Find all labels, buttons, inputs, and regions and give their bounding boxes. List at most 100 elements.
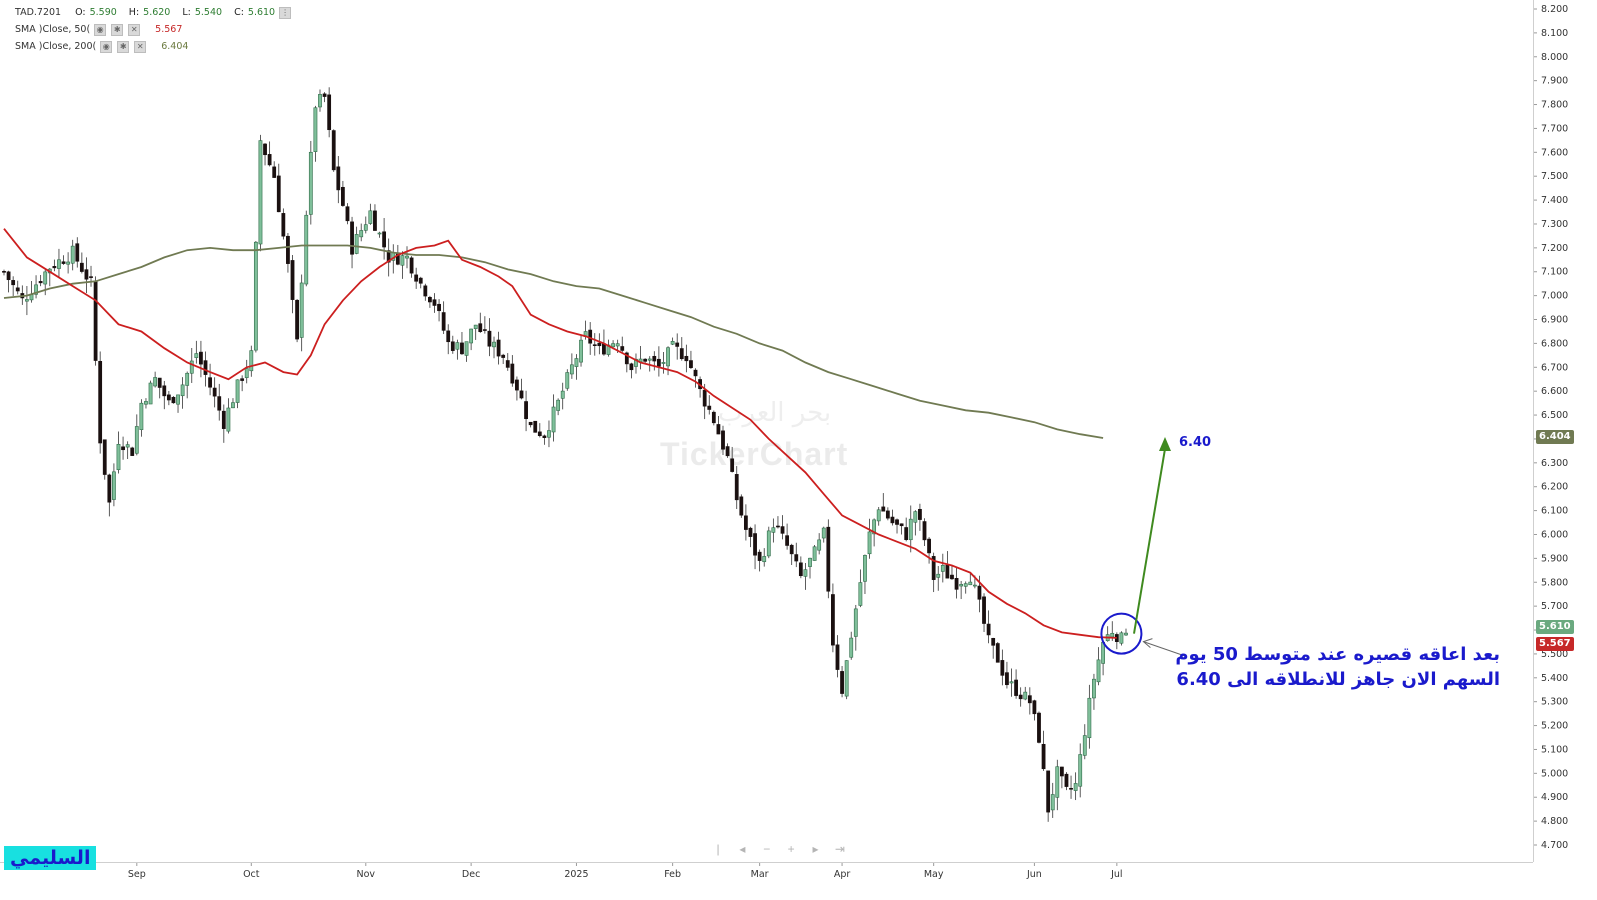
price-tick-label: 7.200 [1541,243,1568,254]
candle [1037,712,1041,743]
candle [199,351,203,365]
candle [318,94,322,108]
candle [327,94,332,131]
candle [615,343,620,347]
candle [1018,694,1023,700]
candle [501,354,506,358]
candle [748,527,753,537]
candle [75,243,80,262]
candle [373,210,377,231]
candle [1009,681,1014,684]
candle [313,107,318,152]
close-icon[interactable]: ✕ [128,23,141,36]
candle [263,143,267,156]
price-tick-label: 6.000 [1541,529,1568,540]
candle [112,471,116,500]
candle [244,368,249,378]
time-tick-label: Jun [1026,869,1042,880]
candle [931,556,936,580]
candle [38,281,43,284]
candle [808,557,812,567]
price-tick-label: 6.600 [1541,386,1568,397]
candle [560,390,565,399]
candle [226,407,231,432]
open-value: 5.590 [89,7,117,18]
symbol-label: TAD.7201 [15,7,62,18]
first-icon[interactable]: | [716,842,720,856]
zoom-in-icon[interactable]: + [787,842,795,856]
candle [93,280,98,361]
candle [771,527,776,533]
candle [602,343,606,355]
candle [895,519,899,525]
last-icon[interactable]: ⇥ [834,842,845,856]
candle [647,358,652,361]
close-value: 5.610 [247,7,276,18]
candle [913,511,918,523]
candle [185,372,190,386]
candle [840,671,844,694]
candle [450,341,455,351]
candle [803,569,808,577]
candle [460,342,464,355]
candle [276,175,281,213]
candle [918,508,922,520]
candle [652,355,657,362]
settings-icon[interactable]: ⋮ [279,6,292,19]
high-label: H: [128,7,140,18]
next-icon[interactable]: ▸ [812,842,819,856]
candle [986,623,991,636]
candle [629,363,634,371]
candle [725,446,730,457]
candle [61,261,66,264]
candle [79,262,84,272]
candle [1073,783,1078,791]
candle [817,539,822,551]
candle [221,410,226,429]
gear-icon[interactable]: ✱ [117,40,130,53]
candle [762,556,767,563]
candle [844,660,849,697]
price-tick-label: 5.200 [1541,721,1568,732]
candle [972,584,977,587]
candle [130,447,135,456]
candle [6,271,11,281]
candle [153,377,158,387]
candle [240,378,245,381]
candle [1023,691,1028,700]
prev-icon[interactable]: ◂ [739,842,746,856]
candle [432,299,437,306]
candle [524,401,528,420]
candle [950,574,954,580]
candle [478,323,483,332]
candle [624,352,629,365]
candle [121,446,125,451]
zoom-out-icon[interactable]: − [763,842,771,856]
candle [1082,735,1087,756]
candle [418,277,423,284]
candle [180,384,185,397]
price-axis[interactable] [1533,0,1597,862]
candle [533,420,538,433]
candle [620,346,625,351]
close-icon[interactable]: ✕ [134,40,147,53]
visibility-icon[interactable]: ◉ [100,40,113,53]
pointer-arrow [1143,641,1186,657]
candle [730,458,735,472]
candle [537,431,542,436]
candle [569,364,574,375]
time-tick-label: Nov [357,869,376,880]
candle [258,140,263,245]
candle [84,269,89,280]
author-badge: السليمي [4,846,97,870]
candle [1110,632,1115,638]
sma50-value: 5.567 [155,24,183,35]
sma50-row: SMA )Close, 50( ◉ ✱ ✕ 5.567 [15,21,292,38]
time-axis[interactable] [0,862,1533,900]
gear-icon[interactable]: ✱ [111,23,124,36]
candle [2,271,6,273]
visibility-icon[interactable]: ◉ [94,23,107,36]
candle [821,527,826,539]
open-label: O: [75,7,86,18]
